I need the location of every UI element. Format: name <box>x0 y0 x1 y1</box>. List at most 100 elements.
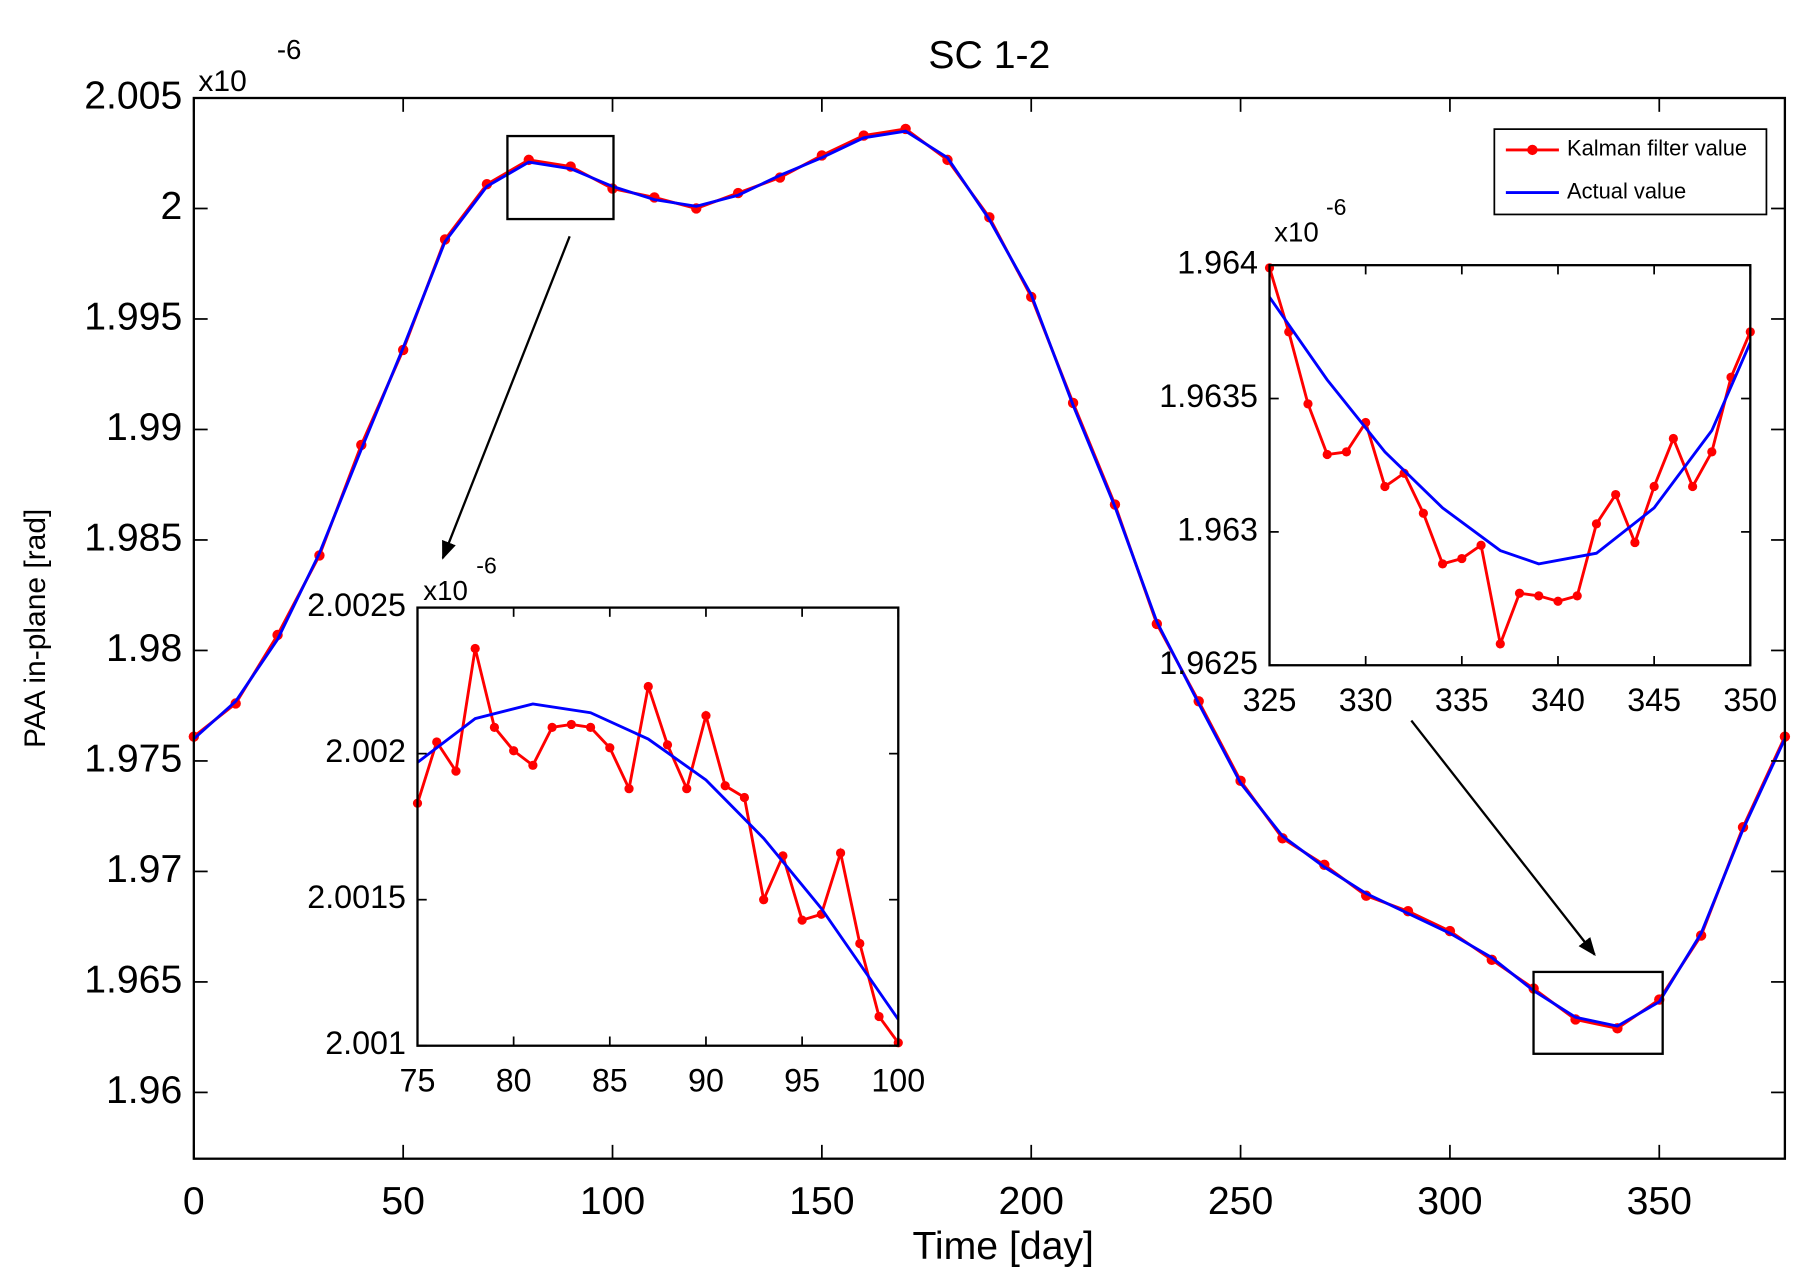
y-tick-label: 1.975 <box>84 737 182 780</box>
y-tick-label: 2.002 <box>325 733 406 769</box>
zoom-box <box>1532 970 1664 1055</box>
data-point <box>1495 639 1505 649</box>
zoom-box <box>506 134 615 221</box>
data-point <box>230 698 241 709</box>
plots: 0 50 100 150 200 250 300 350 1.96 1.965 1.97 1.975 1… <box>84 34 1791 1223</box>
x-tick-label: 350 <box>1723 682 1777 718</box>
y-tick-label: 1.98 <box>106 627 182 670</box>
y-tick-label: 1.96 <box>106 1069 182 1112</box>
data-point <box>1277 833 1288 844</box>
data-point <box>835 848 846 858</box>
data-point <box>1630 537 1640 548</box>
data-point <box>1707 447 1717 457</box>
data-point <box>1572 591 1582 601</box>
data-point <box>605 743 615 753</box>
y-tick-label: 1.985 <box>84 516 182 559</box>
data-point <box>1687 481 1698 492</box>
data-point <box>874 1011 884 1022</box>
data-point <box>1303 399 1313 409</box>
axis-exponent: -6 <box>277 34 302 65</box>
data-point <box>566 719 576 730</box>
data-point <box>1476 540 1486 550</box>
data-point <box>624 784 634 794</box>
data-point <box>1437 559 1448 569</box>
series-line <box>193 129 1785 1028</box>
y-tick-label: 1.9625 <box>1159 645 1258 681</box>
data-point <box>489 722 500 732</box>
x-tick-label: 350 <box>1627 1180 1692 1223</box>
data-point <box>470 643 480 654</box>
x-tick-label: 50 <box>381 1180 425 1223</box>
data-point <box>739 792 750 803</box>
axis-exponent: -6 <box>1326 194 1347 220</box>
data-point <box>1418 508 1428 518</box>
data-point <box>1534 591 1544 601</box>
legend-box <box>1493 128 1768 216</box>
x-tick-label: 90 <box>688 1062 724 1098</box>
series-line <box>1269 267 1751 650</box>
data-point <box>1380 481 1390 492</box>
plot-area <box>417 607 899 1046</box>
legend-marker <box>1527 144 1538 156</box>
x-tick-label: 95 <box>784 1062 820 1098</box>
data-point <box>662 740 673 750</box>
y-tick-label: 1.97 <box>106 848 182 891</box>
series-line <box>417 702 899 1021</box>
legend-label: Actual value <box>1567 178 1686 203</box>
axes-frame <box>1268 264 1752 667</box>
data-point <box>585 722 596 732</box>
x-tick-label: 0 <box>183 1180 205 1223</box>
plot-area <box>1269 265 1751 666</box>
data-point <box>1457 553 1467 564</box>
data-point <box>451 766 461 776</box>
data-point <box>1611 489 1621 500</box>
y-tick-label: 1.995 <box>84 295 182 338</box>
axis-multiplier: x10 <box>423 575 468 606</box>
y-tick-label: 2.005 <box>84 74 182 117</box>
y-tick-label: 1.965 <box>84 958 182 1001</box>
data-point <box>682 784 692 794</box>
zoom-arrow <box>1410 719 1596 957</box>
data-point <box>1322 449 1332 460</box>
axes-frame <box>416 606 900 1047</box>
axis-exponent: -6 <box>476 552 497 578</box>
data-point <box>1341 447 1352 457</box>
data-point <box>1649 481 1659 492</box>
data-point <box>1668 433 1678 444</box>
x-tick-label: 250 <box>1208 1180 1273 1223</box>
data-point <box>1591 519 1602 529</box>
x-tick-label: 75 <box>400 1062 436 1098</box>
x-tick-label: 335 <box>1435 682 1489 718</box>
axis-multiplier: x10 <box>1274 216 1319 247</box>
axes-frame <box>192 96 1787 1160</box>
x-tick-label: 85 <box>592 1062 628 1098</box>
x-tick-label: 300 <box>1417 1180 1482 1223</box>
chart-title: SC 1-2 <box>928 34 1050 77</box>
x-tick-label: 80 <box>496 1062 532 1098</box>
x-axis-label: Time [day] <box>912 1225 1093 1268</box>
y-tick-label: 1.9635 <box>1159 378 1258 414</box>
y-tick-label: 1.964 <box>1177 245 1258 281</box>
legend: Kalman filter value Actual value <box>1493 128 1768 216</box>
data-point <box>1514 588 1525 598</box>
x-tick-label: 330 <box>1339 682 1393 718</box>
data-point <box>720 781 730 791</box>
series-line <box>1269 296 1751 566</box>
x-tick-label: 100 <box>871 1062 925 1098</box>
y-tick-label: 2.0015 <box>307 879 406 915</box>
axis-multiplier: x10 <box>198 65 246 98</box>
data-point <box>481 178 493 190</box>
data-point <box>797 915 807 925</box>
x-tick-label: 100 <box>580 1180 645 1223</box>
zoom-arrow <box>441 235 571 560</box>
y-tick-label: 2.0025 <box>307 587 406 623</box>
y-tick-label: 2 <box>160 185 182 228</box>
legend-label: Kalman filter value <box>1567 136 1747 161</box>
data-point <box>759 895 769 905</box>
y-tick-label: 1.963 <box>1177 511 1258 547</box>
x-tick-label: 150 <box>789 1180 854 1223</box>
x-tick-label: 345 <box>1627 682 1681 718</box>
x-tick-label: 200 <box>999 1180 1064 1223</box>
